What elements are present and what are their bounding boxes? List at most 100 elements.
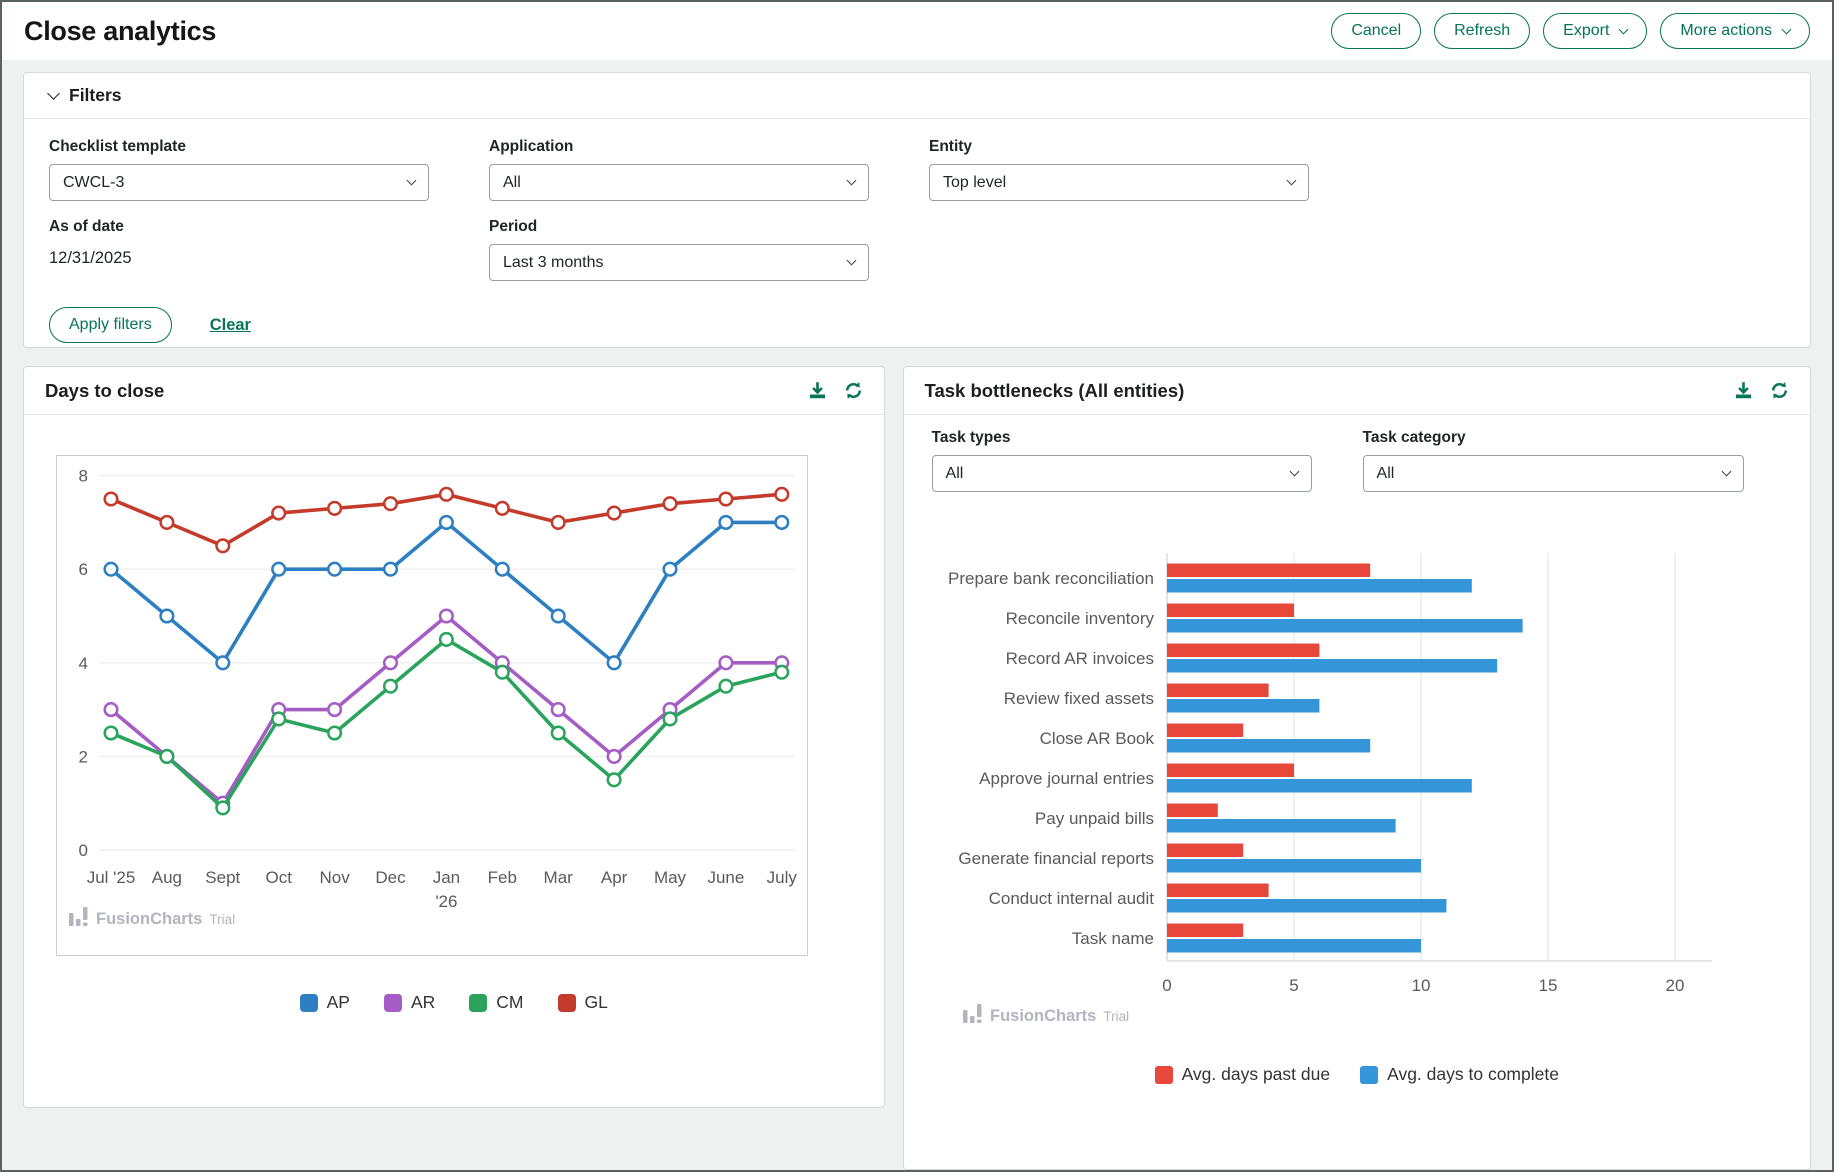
bar-past-due (1167, 644, 1319, 658)
bar-to-complete (1167, 699, 1319, 713)
data-point (608, 774, 621, 787)
legend-label: AR (411, 992, 435, 1013)
apply-filters-button[interactable]: Apply filters (49, 307, 172, 343)
chevron-down-icon (847, 256, 857, 266)
data-point (384, 657, 397, 670)
download-icon[interactable] (1734, 381, 1753, 400)
collapse-chevron-icon (47, 87, 60, 100)
chevron-down-icon (1287, 176, 1297, 186)
legend-item-AR[interactable]: AR (384, 992, 435, 1013)
bar-group: Review fixed assets (1003, 684, 1319, 713)
download-icon[interactable] (808, 381, 827, 400)
bar-past-due (1167, 924, 1243, 938)
data-point (608, 750, 621, 763)
x-tick-label: Oct (265, 868, 292, 887)
page-title: Close analytics (24, 16, 216, 47)
data-point (440, 488, 453, 501)
data-point (664, 713, 677, 726)
bar-to-complete (1167, 899, 1446, 913)
legend-swatch (469, 994, 487, 1012)
y-tick-label: 8 (79, 467, 88, 486)
more-actions-button[interactable]: More actions (1660, 13, 1810, 49)
chevron-down-icon (847, 176, 857, 186)
task-types-field: Task types All (932, 429, 1312, 492)
chevron-down-icon (1619, 24, 1629, 34)
data-point (384, 497, 397, 510)
data-point (328, 703, 341, 716)
data-point (384, 563, 397, 576)
category-label: Pay unpaid bills (1034, 809, 1153, 828)
application-select[interactable]: All (489, 164, 869, 201)
bar-to-complete (1167, 779, 1472, 793)
checklist-template-field: Checklist template CWCL-3 (49, 138, 489, 201)
data-point (272, 563, 285, 576)
export-button[interactable]: Export (1543, 13, 1647, 49)
bar-past-due (1167, 884, 1269, 898)
days-to-close-card: Days to close 02468Jul '25AugSeptOctNovD… (23, 366, 885, 1108)
data-point (217, 540, 230, 553)
data-point (161, 750, 174, 763)
period-select[interactable]: Last 3 months (489, 244, 869, 281)
bar-to-complete (1167, 739, 1370, 753)
data-point (608, 507, 621, 520)
legend-item-GL[interactable]: GL (558, 992, 608, 1013)
data-point (552, 727, 565, 740)
data-point (552, 610, 565, 623)
filters-body: Checklist template CWCL-3 Application Al… (24, 119, 1810, 343)
refresh-icon-glyph (844, 381, 863, 400)
data-point (496, 563, 509, 576)
refresh-icon-glyph (1770, 381, 1789, 400)
series-CM (105, 633, 788, 814)
task-bottlenecks-header: Task bottlenecks (All entities) (904, 367, 1810, 415)
legend-swatch (1360, 1066, 1378, 1084)
refresh-icon[interactable] (844, 381, 863, 400)
checklist-template-label: Checklist template (49, 138, 489, 156)
filters-header[interactable]: Filters (24, 73, 1810, 119)
task-category-label: Task category (1363, 429, 1744, 447)
legend-item-avg-days-to-complete[interactable]: Avg. days to complete (1360, 1064, 1559, 1085)
refresh-button[interactable]: Refresh (1434, 13, 1530, 49)
bar-group: Conduct internal audit (988, 884, 1446, 913)
data-point (440, 516, 453, 529)
data-point (496, 666, 509, 679)
checklist-template-select[interactable]: CWCL-3 (49, 164, 429, 201)
data-point (776, 666, 789, 679)
bar-past-due (1167, 724, 1243, 738)
app-window: Close analytics Cancel Refresh Export Mo… (0, 0, 1834, 1172)
data-point (161, 516, 174, 529)
data-point (105, 703, 118, 716)
watermark-text: FusionChartsTrial (96, 910, 235, 928)
days-to-close-legend: AP AR CM GL (24, 992, 884, 1013)
x-tick-label: 15 (1538, 976, 1557, 995)
refresh-icon[interactable] (1770, 381, 1789, 400)
bar-group: Prepare bank reconciliation (948, 564, 1472, 593)
refresh-button-label: Refresh (1454, 22, 1510, 40)
as-of-date-label: As of date (49, 218, 489, 236)
chevron-down-icon (1721, 467, 1731, 477)
chevron-down-icon (407, 176, 417, 186)
category-label: Task name (1071, 929, 1153, 948)
legend-item-avg-days-past-due[interactable]: Avg. days past due (1155, 1064, 1331, 1085)
x-tick-label: Feb (488, 868, 517, 887)
task-category-value: All (1377, 465, 1395, 483)
bar-past-due (1167, 684, 1269, 698)
data-point (105, 493, 118, 506)
task-category-select[interactable]: All (1363, 455, 1744, 492)
x-tick-label: June (707, 868, 744, 887)
task-bottlenecks-legend: Avg. days past due Avg. days to complete (904, 1064, 1810, 1085)
category-label: Close AR Book (1039, 729, 1154, 748)
line-chart-svg: 02468Jul '25AugSeptOctNovDecJan'26FebMar… (57, 456, 807, 955)
entity-select[interactable]: Top level (929, 164, 1309, 201)
task-types-select[interactable]: All (932, 455, 1312, 492)
data-point (664, 497, 677, 510)
cancel-button[interactable]: Cancel (1331, 13, 1421, 49)
legend-item-CM[interactable]: CM (469, 992, 523, 1013)
category-label: Prepare bank reconciliation (948, 569, 1154, 588)
bar-to-complete (1167, 579, 1472, 593)
task-category-field: Task category All (1363, 429, 1744, 492)
filters-title: Filters (69, 85, 122, 106)
legend-item-AP[interactable]: AP (300, 992, 350, 1013)
x-tick-label: 0 (1162, 976, 1171, 995)
bar-to-complete (1167, 859, 1421, 873)
clear-filters-link[interactable]: Clear (210, 316, 251, 335)
